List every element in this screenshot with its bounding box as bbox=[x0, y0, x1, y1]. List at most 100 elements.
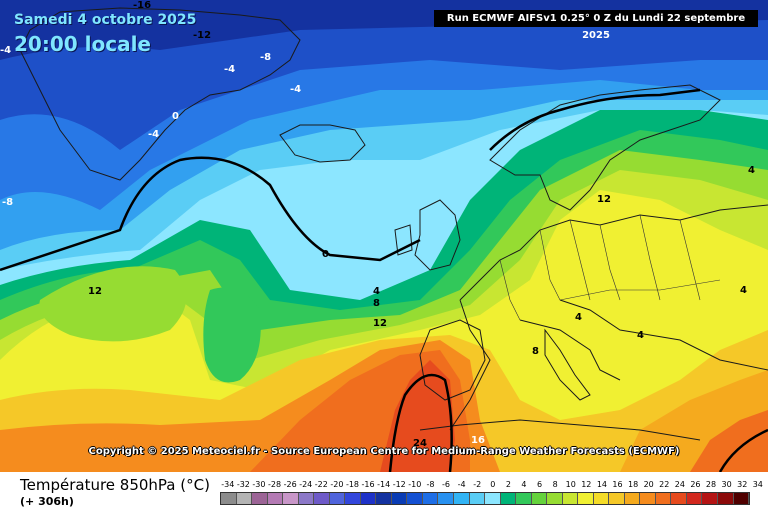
isotherm-label: -16 bbox=[133, 0, 151, 11]
colorbar-swatch bbox=[252, 493, 268, 504]
forecast-date: Samedi 4 octobre 2025 bbox=[14, 12, 197, 28]
temperature-map: -16 -12 -8 -4 -4 -4 0 -4 12 -8 0 4 8 12 … bbox=[0, 0, 768, 472]
isotherm-label: 0 bbox=[172, 111, 179, 122]
atlantic-cool-pocket bbox=[39, 266, 187, 342]
colorbar-swatch bbox=[438, 493, 454, 504]
isotherm-label: 12 bbox=[597, 194, 611, 205]
colorbar-tick-label: -8 bbox=[426, 480, 435, 489]
isotherm-zero-north bbox=[489, 88, 701, 151]
colorbar-swatch bbox=[718, 493, 734, 504]
colorbar-swatch bbox=[221, 493, 237, 504]
colorbar-tick-label: 18 bbox=[627, 480, 639, 489]
isotherm-label: -4 bbox=[148, 129, 159, 140]
colorbar-tick-label: -12 bbox=[392, 480, 406, 489]
colorbar-tick-label: -6 bbox=[442, 480, 450, 489]
isotherm-label: 8 bbox=[532, 346, 539, 357]
north-africa-coast bbox=[419, 419, 701, 441]
colorbar-swatch bbox=[329, 493, 346, 504]
iceland-coast bbox=[279, 124, 366, 163]
lead-time: (+ 306h) bbox=[20, 495, 74, 508]
colorbar-swatch bbox=[547, 493, 563, 504]
isotherm-label: 16 bbox=[471, 435, 485, 446]
isotherms bbox=[0, 88, 768, 472]
colorbar-swatch bbox=[609, 493, 625, 504]
colorbar-tick-label: 10 bbox=[565, 480, 576, 489]
band-red-core bbox=[380, 360, 455, 472]
colorbar-swatch bbox=[453, 493, 470, 504]
country-borders bbox=[499, 214, 721, 321]
scandinavia-coast bbox=[489, 84, 721, 211]
colorbar-swatch bbox=[298, 493, 315, 504]
band-east-red bbox=[690, 410, 768, 472]
iberia-coast bbox=[419, 319, 486, 401]
colorbar-tick-label: 14 bbox=[596, 480, 607, 489]
isotherm-24-east bbox=[718, 428, 768, 472]
border-lines bbox=[499, 214, 721, 321]
colorbar-swatch bbox=[469, 493, 486, 504]
forecast-time: 20:00 locale bbox=[14, 32, 151, 56]
colorbar-swatch bbox=[671, 493, 687, 504]
colorbar-swatch bbox=[655, 493, 672, 504]
isotherm-label: 4 bbox=[575, 312, 582, 323]
isotherm-label: 4 bbox=[748, 165, 755, 176]
isotherm-label: -4 bbox=[0, 45, 11, 56]
colorbar-swatch bbox=[391, 493, 408, 504]
isotherm-label: 0 bbox=[322, 249, 329, 260]
isotherm-label: -4 bbox=[290, 84, 301, 95]
isotherm-zero bbox=[0, 156, 421, 272]
colorbar-tick-label: 32 bbox=[737, 480, 748, 489]
isotherm-24 bbox=[388, 373, 453, 472]
colorbar-swatch bbox=[283, 493, 299, 504]
colorbar-tick-label: 12 bbox=[581, 480, 592, 489]
colorbar-swatch bbox=[314, 493, 330, 504]
colorbar-swatch bbox=[562, 493, 579, 504]
colorbar-tick-label: 2 bbox=[505, 480, 511, 489]
colorbar-tick-label: 28 bbox=[705, 480, 717, 489]
colorbar-swatch bbox=[500, 493, 517, 504]
colorbar-labels: -34 -32 -30 -28 -26 -24 -22 -20 -18 -16 -14 -12 -10-… bbox=[220, 480, 763, 490]
colorbar-swatch bbox=[640, 493, 656, 504]
isotherm-label: -12 bbox=[193, 30, 211, 41]
colorbar-tick-label: 26 bbox=[690, 480, 701, 489]
colorbar-swatch bbox=[236, 493, 253, 504]
colorbar-tick-label: 24 bbox=[674, 480, 685, 489]
isotherm-label-layer: -16 -12 -8 -4 -4 -4 0 -4 12 -8 0 4 8 12 … bbox=[0, 0, 755, 449]
isotherm-label: -4 bbox=[224, 64, 235, 75]
greenland-coast bbox=[19, 7, 301, 181]
colorbar-swatch bbox=[407, 493, 423, 504]
isotherm-label: 24 bbox=[413, 438, 427, 449]
colorbar-swatch bbox=[578, 493, 594, 504]
colorbar-tick-label: -28 bbox=[268, 480, 282, 489]
colorbar-tick-label: -14 bbox=[377, 480, 391, 489]
colorbar-tick-label: 0 bbox=[490, 480, 496, 489]
isotherm-label: -8 bbox=[2, 197, 13, 208]
atlantic-green-core bbox=[203, 287, 261, 383]
colorbar-swatch bbox=[516, 493, 532, 504]
variable-title: Température 850hPa (°C) bbox=[20, 476, 210, 494]
colorbar bbox=[220, 492, 750, 505]
colorbar-swatch bbox=[360, 493, 377, 504]
colorbar-swatch bbox=[624, 493, 641, 504]
colorbar-swatch bbox=[593, 493, 610, 504]
colorbar-tick-label: -2 bbox=[473, 480, 482, 489]
colorbar-tick-label: -4 bbox=[457, 480, 466, 489]
isotherm-label: 8 bbox=[373, 298, 380, 309]
copyright-notice: Copyright © 2025 Meteociel.fr - Source E… bbox=[88, 446, 680, 457]
colorbar-tick-label: -10 bbox=[408, 480, 422, 489]
italy-coast bbox=[544, 328, 591, 401]
colorbar-tick-label: 22 bbox=[659, 480, 670, 489]
colorbar-swatch bbox=[485, 493, 501, 504]
colorbar-tick-label: 6 bbox=[537, 480, 543, 489]
isotherm-label: 12 bbox=[373, 318, 387, 329]
colorbar-tick-label: 30 bbox=[721, 480, 732, 489]
colorbar-tick-label: 20 bbox=[643, 480, 654, 489]
colorbar-tick-label: -16 bbox=[361, 480, 375, 489]
colorbar-swatch bbox=[422, 493, 439, 504]
isotherm-label: 12 bbox=[88, 286, 102, 297]
colorbar-swatch bbox=[376, 493, 392, 504]
colorbar-swatch bbox=[733, 493, 750, 504]
colorbar-tick-label: -26 bbox=[283, 480, 297, 489]
colorbar-tick-label: -18 bbox=[345, 480, 360, 489]
colorbar-tick-label: -34 bbox=[221, 480, 235, 489]
